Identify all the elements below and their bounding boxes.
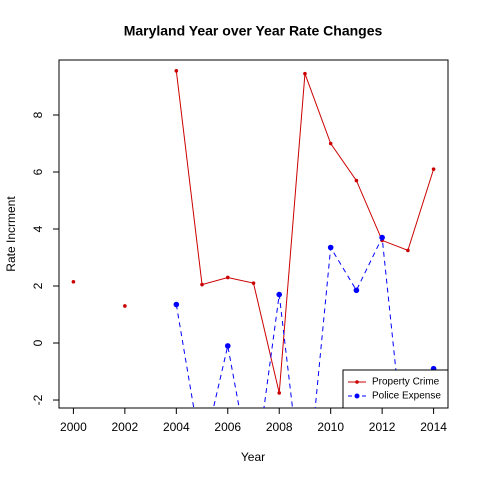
data-point bbox=[200, 282, 204, 287]
series-line bbox=[175, 70, 435, 394]
legend-box bbox=[342, 369, 449, 409]
y-tick-label: 0 bbox=[31, 339, 45, 346]
data-point bbox=[224, 343, 231, 349]
y-tick-label: 8 bbox=[31, 111, 45, 118]
data-point bbox=[199, 454, 205, 460]
x-tick-label: 2004 bbox=[163, 420, 190, 434]
x-tick-label: 2000 bbox=[60, 420, 87, 434]
y-tick-label: 2 bbox=[31, 282, 45, 289]
chart-title: Maryland Year over Year Rate Changes bbox=[124, 23, 383, 39]
data-point bbox=[225, 275, 230, 280]
data-point bbox=[174, 69, 179, 73]
x-tick-label: 2008 bbox=[266, 420, 293, 434]
data-point bbox=[173, 301, 180, 308]
data-point bbox=[328, 141, 333, 146]
data-point bbox=[277, 391, 282, 395]
series-line bbox=[175, 235, 435, 408]
data-point bbox=[327, 244, 334, 251]
plot-frame bbox=[58, 59, 449, 409]
y-tick-label: -2 bbox=[31, 394, 45, 405]
x-tick-label: 2006 bbox=[214, 420, 241, 434]
plot-area bbox=[71, 69, 437, 460]
data-point bbox=[276, 291, 283, 298]
legend-label: Police Expense bbox=[372, 391, 441, 402]
data-point bbox=[71, 279, 76, 284]
y-tick-label: 6 bbox=[31, 168, 45, 175]
y-axis-label: Rate Incrment bbox=[4, 196, 18, 272]
legend-marker bbox=[354, 393, 360, 399]
legend-label: Property Crime bbox=[372, 377, 440, 388]
data-point bbox=[354, 178, 359, 183]
data-point bbox=[379, 234, 385, 241]
data-point bbox=[431, 167, 436, 171]
data-point bbox=[303, 71, 307, 76]
y-tick-label: 4 bbox=[31, 225, 45, 232]
x-axis-label: Year bbox=[241, 450, 265, 464]
legend-marker bbox=[355, 380, 359, 384]
data-point bbox=[353, 287, 360, 294]
x-tick-label: 2010 bbox=[317, 420, 344, 434]
data-point bbox=[123, 304, 127, 308]
data-point bbox=[251, 281, 256, 285]
x-tick-label: 2002 bbox=[112, 420, 139, 434]
x-tick-label: 2012 bbox=[369, 420, 396, 434]
data-point bbox=[406, 248, 410, 253]
x-tick-label: 2014 bbox=[420, 420, 447, 434]
